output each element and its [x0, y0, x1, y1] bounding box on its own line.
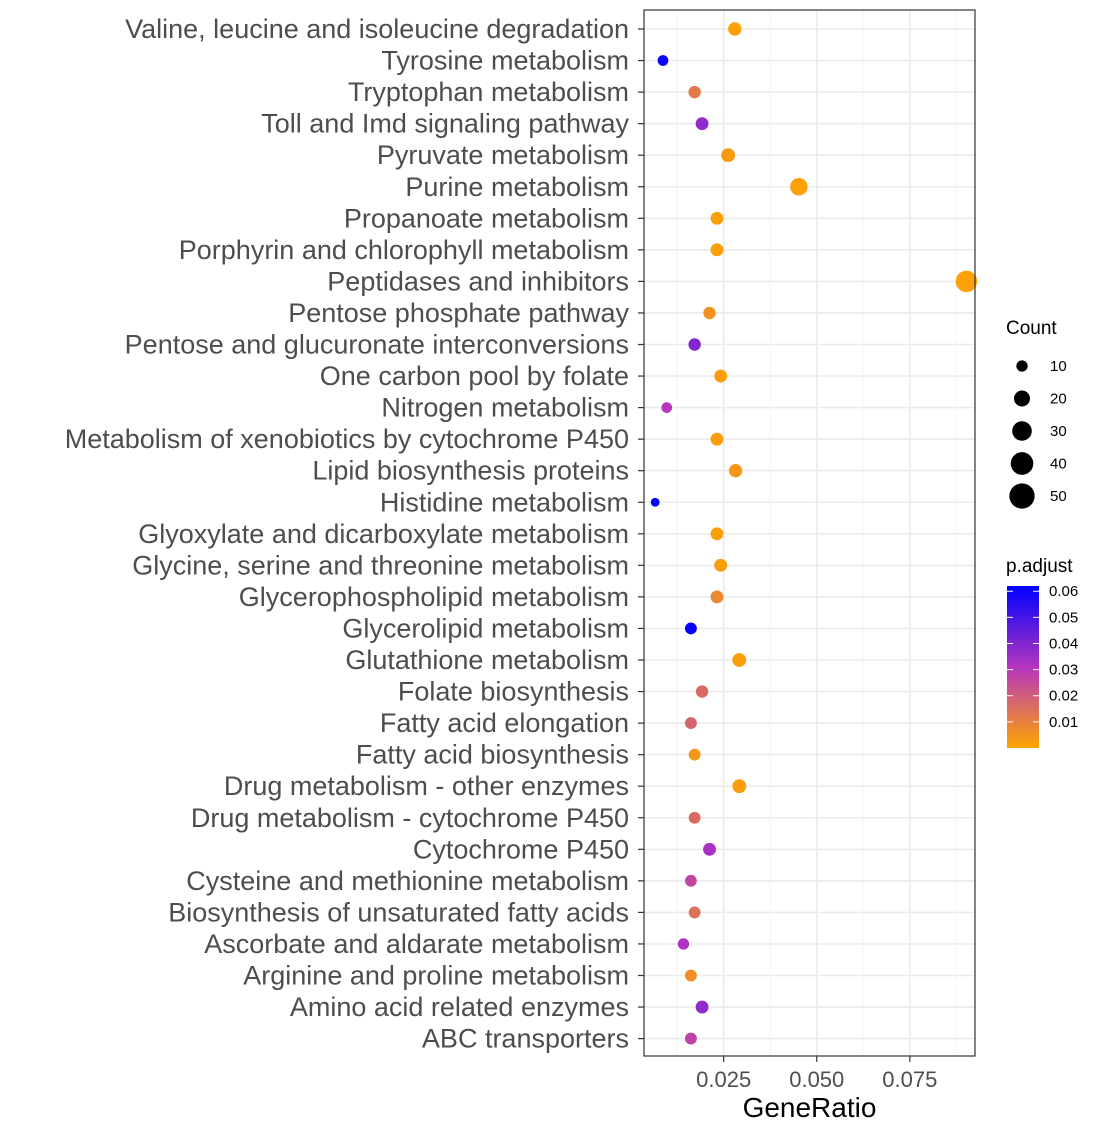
count-legend-key — [1010, 452, 1034, 475]
panel-border — [643, 9, 976, 1057]
y-axis-ticks — [638, 28, 644, 1040]
y-tick-label: Drug metabolism - cytochrome P450 — [191, 803, 629, 833]
data-point — [677, 938, 690, 950]
count-size-legend: Count 10 20 30 40 50 — [1006, 318, 1067, 509]
count-legend-label: 30 — [1050, 423, 1067, 440]
data-point — [710, 211, 724, 225]
y-tick-label: Glycerophospholipid metabolism — [239, 582, 629, 612]
data-point — [710, 432, 724, 446]
p-adjust-legend-label: 0.03 — [1049, 662, 1078, 679]
data-point — [684, 1032, 697, 1045]
x-tick-label: 0.075 — [882, 1067, 937, 1092]
y-tick-label: Amino acid related enzymes — [290, 992, 629, 1022]
y-tick-label: Biosynthesis of unsaturated fatty acids — [168, 897, 629, 927]
data-point — [695, 117, 709, 131]
data-point — [703, 306, 716, 320]
data-point — [710, 590, 724, 604]
count-legend-key — [1016, 360, 1028, 372]
y-tick-label: Drug metabolism - other enzymes — [224, 771, 629, 801]
y-tick-label: ABC transporters — [422, 1024, 629, 1054]
y-tick-label: Cytochrome P450 — [413, 834, 629, 864]
data-point — [695, 685, 709, 698]
y-tick-label: Glycine, serine and threonine metabolism — [132, 550, 629, 580]
data-point — [955, 270, 978, 293]
count-legend-key — [1009, 483, 1035, 509]
y-tick-label: Nitrogen metabolism — [381, 393, 629, 423]
x-tick-label: 0.050 — [789, 1067, 844, 1092]
y-tick-label: Ascorbate and aldarate metabolism — [204, 929, 629, 959]
data-point — [688, 85, 701, 99]
data-point — [684, 622, 697, 635]
y-tick-label: Propanoate metabolism — [344, 203, 629, 233]
data-point — [688, 338, 701, 351]
data-point — [728, 22, 742, 36]
data-point — [721, 148, 736, 163]
y-tick-label: Arginine and proline metabolism — [243, 961, 629, 991]
y-tick-label: Metabolism of xenobiotics by cytochrome … — [65, 424, 629, 454]
count-legend-label: 40 — [1050, 456, 1067, 473]
p-adjust-color-legend: p.adjust 0.06 0.05 0.04 0.03 0.02 0.01 — [1006, 556, 1078, 748]
count-legend-label: 10 — [1050, 358, 1067, 375]
count-legend-label: 50 — [1050, 488, 1067, 505]
data-point — [688, 811, 701, 824]
y-tick-label: Glutathione metabolism — [345, 645, 629, 675]
grid-layer — [644, 10, 975, 1056]
y-tick-label: Peptidases and inhibitors — [327, 266, 629, 296]
data-point — [661, 402, 673, 413]
p-adjust-legend-label: 0.04 — [1049, 635, 1078, 652]
count-legend-label: 20 — [1050, 391, 1067, 408]
x-axis-ticks: 0.025 0.050 0.075 — [696, 1056, 937, 1092]
data-point — [684, 717, 697, 730]
data-point — [684, 969, 697, 982]
p-adjust-colorbar — [1007, 586, 1039, 748]
data-point — [732, 779, 747, 794]
y-axis-labels: Valine, leucine and isoleucine degradati… — [65, 14, 630, 1054]
y-tick-label: Toll and Imd signaling pathway — [261, 109, 629, 139]
data-point — [703, 842, 716, 856]
data-point — [732, 653, 747, 667]
x-axis-title: GeneRatio — [743, 1092, 877, 1123]
count-legend-key — [1014, 390, 1030, 407]
count-legend-key — [1012, 421, 1032, 441]
data-points — [650, 22, 978, 1045]
x-tick-label: 0.025 — [696, 1067, 751, 1092]
data-point — [714, 558, 728, 572]
p-adjust-legend-label: 0.02 — [1049, 688, 1078, 705]
y-tick-label: Tyrosine metabolism — [381, 46, 629, 76]
data-point — [714, 369, 728, 383]
y-tick-label: Fatty acid elongation — [380, 708, 629, 738]
y-tick-label: Fatty acid biosynthesis — [356, 740, 629, 770]
y-tick-label: Glycerolipid metabolism — [342, 613, 629, 643]
y-tick-label: Purine metabolism — [405, 172, 629, 202]
p-adjust-legend-label: 0.01 — [1049, 714, 1078, 731]
data-point — [710, 527, 724, 541]
y-tick-label: Porphyrin and chlorophyll metabolism — [179, 235, 629, 265]
y-tick-label: One carbon pool by folate — [320, 361, 629, 391]
y-tick-label: Pentose phosphate pathway — [288, 298, 629, 328]
data-point — [728, 464, 743, 478]
y-tick-label: Pentose and glucuronate interconversions — [125, 330, 629, 360]
p-adjust-legend-title: p.adjust — [1006, 556, 1073, 577]
y-tick-label: Folate biosynthesis — [398, 677, 629, 707]
y-tick-label: Cysteine and methionine metabolism — [186, 866, 629, 896]
data-point — [710, 243, 724, 257]
count-legend-title: Count — [1006, 318, 1057, 339]
data-point — [695, 1000, 709, 1014]
data-point — [650, 497, 660, 507]
data-point — [684, 874, 697, 887]
data-point — [688, 906, 701, 919]
data-point — [657, 55, 669, 66]
y-tick-label: Valine, leucine and isoleucine degradati… — [125, 14, 629, 44]
data-point — [688, 748, 701, 761]
y-tick-label: Glyoxylate and dicarboxylate metabolism — [138, 519, 629, 549]
y-tick-label: Pyruvate metabolism — [377, 140, 629, 170]
y-tick-label: Histidine metabolism — [380, 487, 629, 517]
data-point — [790, 177, 808, 196]
p-adjust-legend-label: 0.06 — [1049, 583, 1078, 600]
p-adjust-legend-label: 0.05 — [1049, 609, 1078, 626]
y-tick-label: Lipid biosynthesis proteins — [312, 456, 629, 486]
y-tick-label: Tryptophan metabolism — [348, 77, 629, 107]
